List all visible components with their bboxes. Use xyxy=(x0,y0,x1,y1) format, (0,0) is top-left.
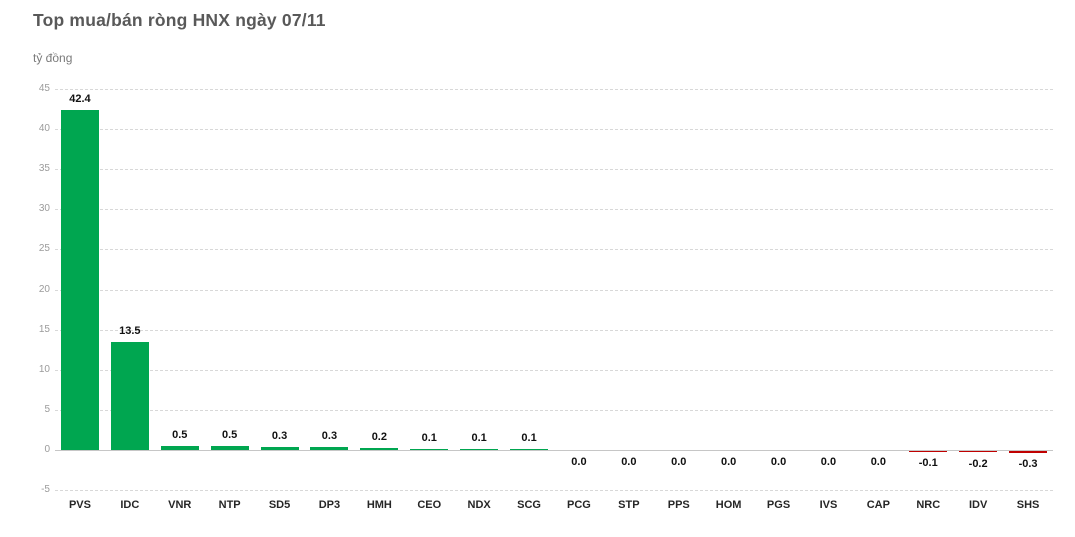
bar-value-label-pps: 0.0 xyxy=(671,455,687,468)
bar-value-label-nrc: -0.1 xyxy=(918,456,938,469)
chart-title: Top mua/bán ròng HNX ngày 07/11 xyxy=(33,10,326,30)
bar-ceo xyxy=(410,449,449,451)
y-axis-tick: 20 xyxy=(38,283,50,295)
x-axis-label-pvs: PVS xyxy=(68,499,91,511)
x-axis-label-ceo: CEO xyxy=(417,499,442,511)
bar-value-label-pvs: 42.4 xyxy=(69,92,91,105)
plot-area: 45 40 35 30 25 20 15 10 5 0 -5 42.4 PVS 13.5 IDC 0.5 VNR… xyxy=(39,83,1053,511)
bar-value-label-vnr: 0.5 xyxy=(172,428,188,441)
x-axis-label-vnr: VNR xyxy=(168,499,192,511)
bar-value-label-ivs: 0.0 xyxy=(820,455,837,468)
y-gridline xyxy=(55,209,1053,211)
bar-idv xyxy=(959,450,998,453)
y-axis-tick: 10 xyxy=(38,363,50,375)
y-gridline xyxy=(55,169,1053,171)
bar-value-label-pcg: 0.0 xyxy=(571,455,587,468)
y-gridline xyxy=(55,329,1053,331)
x-axis-label-hom: HOM xyxy=(715,499,742,511)
bar-value-label-sd5: 0.3 xyxy=(271,430,288,443)
x-axis-label-stp: STP xyxy=(618,499,640,511)
x-axis-label-idc: IDC xyxy=(120,499,140,511)
bar-value-label-cap: 0.0 xyxy=(870,455,886,468)
x-axis-label-ntp: NTP xyxy=(218,499,241,511)
x-axis-label-ivs: IVS xyxy=(819,499,838,511)
y-gridline xyxy=(55,369,1053,371)
x-axis-label-pgs: PGS xyxy=(766,499,791,511)
bar-ntp xyxy=(210,445,249,450)
bar-value-label-idv: -0.2 xyxy=(968,457,988,470)
y-axis-tick: 5 xyxy=(44,403,50,415)
bar-hmh xyxy=(360,448,399,450)
x-axis-label-ndx: NDX xyxy=(467,499,491,511)
bar-scg xyxy=(510,449,549,451)
bar-dp3 xyxy=(310,447,349,450)
x-axis-label-idv: IDV xyxy=(968,499,988,511)
bar-value-label-dp3: 0.3 xyxy=(321,430,338,443)
y-gridline xyxy=(55,409,1053,411)
x-axis-label-shs: SHS xyxy=(1016,499,1040,511)
x-axis-label-scg: SCG xyxy=(517,499,541,511)
y-axis-tick: 45 xyxy=(38,83,50,94)
y-axis-tick: 15 xyxy=(38,323,50,335)
x-axis-label-nrc: NRC xyxy=(916,499,941,511)
y-gridline xyxy=(55,129,1053,131)
bar-value-label-stp: 0.0 xyxy=(621,455,637,468)
y-gridline xyxy=(55,289,1053,291)
bar-value-label-pgs: 0.0 xyxy=(770,455,787,468)
y-axis-tick: 0 xyxy=(44,443,50,455)
y-axis-tick: 35 xyxy=(38,163,50,175)
y-axis-tick: 25 xyxy=(38,243,50,255)
y-axis-unit-label: tỷ đồng xyxy=(33,51,73,65)
bar-value-label-hmh: 0.2 xyxy=(371,431,387,444)
bar-nrc xyxy=(909,450,948,452)
x-axis-baseline xyxy=(55,449,1053,451)
bar-value-label-scg: 0.1 xyxy=(521,432,537,445)
x-axis-label-sd5: SD5 xyxy=(268,499,291,511)
y-gridline xyxy=(55,249,1053,251)
bar-shs xyxy=(1009,450,1048,454)
bar-idc xyxy=(110,341,149,450)
x-axis-label-hmh: HMH xyxy=(366,499,392,511)
x-axis-label-pps: PPS xyxy=(667,499,690,511)
bar-sd5 xyxy=(260,447,299,450)
y-axis-tick: 30 xyxy=(38,203,50,215)
y-axis-tick: -5 xyxy=(41,484,50,495)
x-axis-label-pcg: PCG xyxy=(567,499,591,511)
bar-vnr xyxy=(160,445,199,450)
bar-value-label-idc: 13.5 xyxy=(119,324,141,337)
bar-value-label-ntp: 0.5 xyxy=(221,428,238,441)
bar-ndx xyxy=(460,449,499,451)
y-gridline xyxy=(55,490,1053,491)
bar-value-label-shs: -0.3 xyxy=(1018,458,1038,471)
bar-value-label-hom: 0.0 xyxy=(720,455,737,468)
x-axis-label-cap: CAP xyxy=(866,499,890,511)
y-gridline xyxy=(55,89,1053,90)
y-axis-tick: 40 xyxy=(38,123,50,135)
bar-value-label-ndx: 0.1 xyxy=(471,432,487,445)
bar-pvs xyxy=(60,109,99,450)
bar-value-label-ceo: 0.1 xyxy=(421,432,437,445)
x-axis-label-dp3: DP3 xyxy=(318,499,341,511)
